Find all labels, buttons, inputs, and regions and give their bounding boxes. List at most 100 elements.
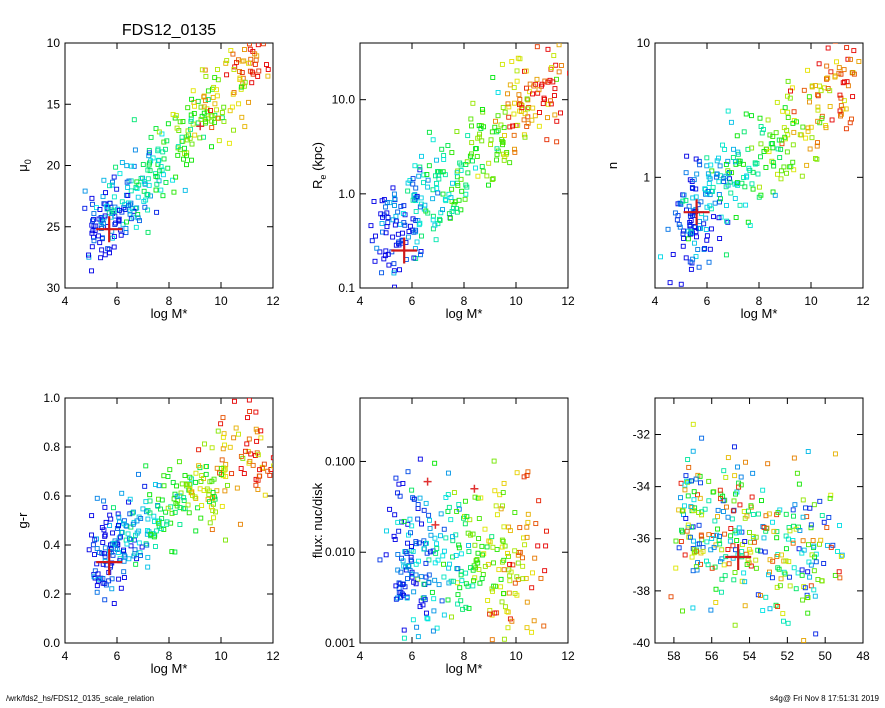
data-point — [132, 547, 138, 553]
data-point — [377, 249, 383, 255]
data-point — [192, 132, 198, 138]
x-tick-label: 4 — [357, 294, 364, 308]
data-point — [742, 603, 748, 609]
data-point — [783, 546, 789, 552]
data-point — [431, 608, 437, 614]
x-tick-label: 58 — [667, 649, 681, 663]
data-point — [698, 199, 704, 205]
scatter-points — [368, 43, 568, 288]
data-point — [512, 510, 518, 516]
data-point — [108, 516, 114, 522]
data-point — [816, 61, 822, 67]
data-point — [775, 146, 781, 152]
data-point — [718, 196, 723, 202]
data-point — [231, 127, 236, 133]
data-point — [457, 160, 463, 166]
data-point — [116, 514, 122, 520]
data-point — [702, 506, 708, 512]
data-point — [706, 532, 712, 538]
data-point — [455, 601, 461, 607]
data-point — [506, 114, 512, 120]
data-point — [246, 99, 252, 105]
data-point — [734, 538, 740, 543]
data-point — [138, 176, 144, 181]
data-point — [161, 473, 167, 479]
data-point — [237, 69, 243, 74]
data-point — [856, 59, 862, 64]
data-point — [780, 108, 786, 114]
data-point — [203, 120, 208, 126]
data-point — [729, 170, 735, 176]
data-point — [140, 162, 146, 167]
data-point — [241, 471, 247, 477]
data-point — [433, 180, 439, 186]
data-point — [99, 247, 105, 253]
data-point — [806, 94, 812, 100]
data-point — [145, 176, 151, 182]
data-point — [456, 197, 462, 203]
data-point — [373, 233, 378, 239]
data-point — [411, 589, 417, 595]
data-point — [825, 75, 831, 81]
data-point — [247, 458, 253, 464]
data-point — [482, 526, 488, 532]
data-point — [522, 111, 528, 117]
data-point — [168, 504, 174, 510]
data-point — [744, 174, 749, 180]
data-point — [452, 655, 456, 659]
data-point — [749, 181, 755, 187]
data-point — [500, 142, 506, 148]
data-point — [484, 173, 490, 179]
data-point — [750, 186, 756, 192]
data-point — [198, 116, 204, 122]
data-point — [413, 209, 419, 214]
data-point — [818, 88, 824, 94]
data-point — [680, 198, 686, 204]
x-axis-label: log M* — [446, 661, 483, 676]
data-point — [421, 172, 427, 178]
data-point — [529, 117, 535, 123]
data-point — [471, 578, 477, 584]
data-point — [150, 155, 156, 161]
data-point — [726, 561, 732, 567]
data-point — [835, 549, 840, 554]
data-point — [188, 118, 194, 124]
data-point — [161, 139, 167, 145]
data-point — [148, 531, 154, 537]
data-point — [744, 562, 750, 567]
data-point — [815, 107, 821, 113]
data-point — [415, 502, 421, 508]
data-point — [518, 101, 524, 107]
data-point — [850, 94, 856, 100]
data-point — [467, 517, 473, 523]
data-point — [86, 252, 91, 258]
data-point — [234, 485, 240, 491]
data-point — [153, 126, 159, 132]
data-point — [531, 618, 537, 624]
data-point — [448, 517, 454, 523]
data-point — [732, 570, 738, 575]
data-point — [815, 93, 821, 99]
data-point — [426, 580, 432, 586]
data-point — [230, 91, 236, 97]
data-point — [824, 76, 830, 82]
data-point — [408, 557, 414, 563]
panel-mu0-vs-mass: 4 6 8 10 12 10 15 20 25 30 log M* μ0 FDS12_0135 — [15, 22, 280, 321]
data-point — [422, 597, 428, 603]
data-point — [89, 201, 95, 207]
data-point — [248, 451, 254, 457]
data-point — [204, 486, 210, 492]
data-point — [202, 441, 207, 447]
data-point — [780, 611, 786, 617]
data-point — [690, 448, 696, 454]
data-point — [458, 551, 464, 557]
data-point — [426, 129, 432, 135]
data-point — [511, 85, 517, 91]
data-point — [545, 115, 550, 121]
data-point — [693, 564, 699, 570]
data-point — [703, 227, 709, 232]
data-point — [800, 597, 806, 603]
data-point — [397, 267, 402, 273]
data-point — [725, 547, 731, 552]
data-point — [410, 617, 416, 623]
